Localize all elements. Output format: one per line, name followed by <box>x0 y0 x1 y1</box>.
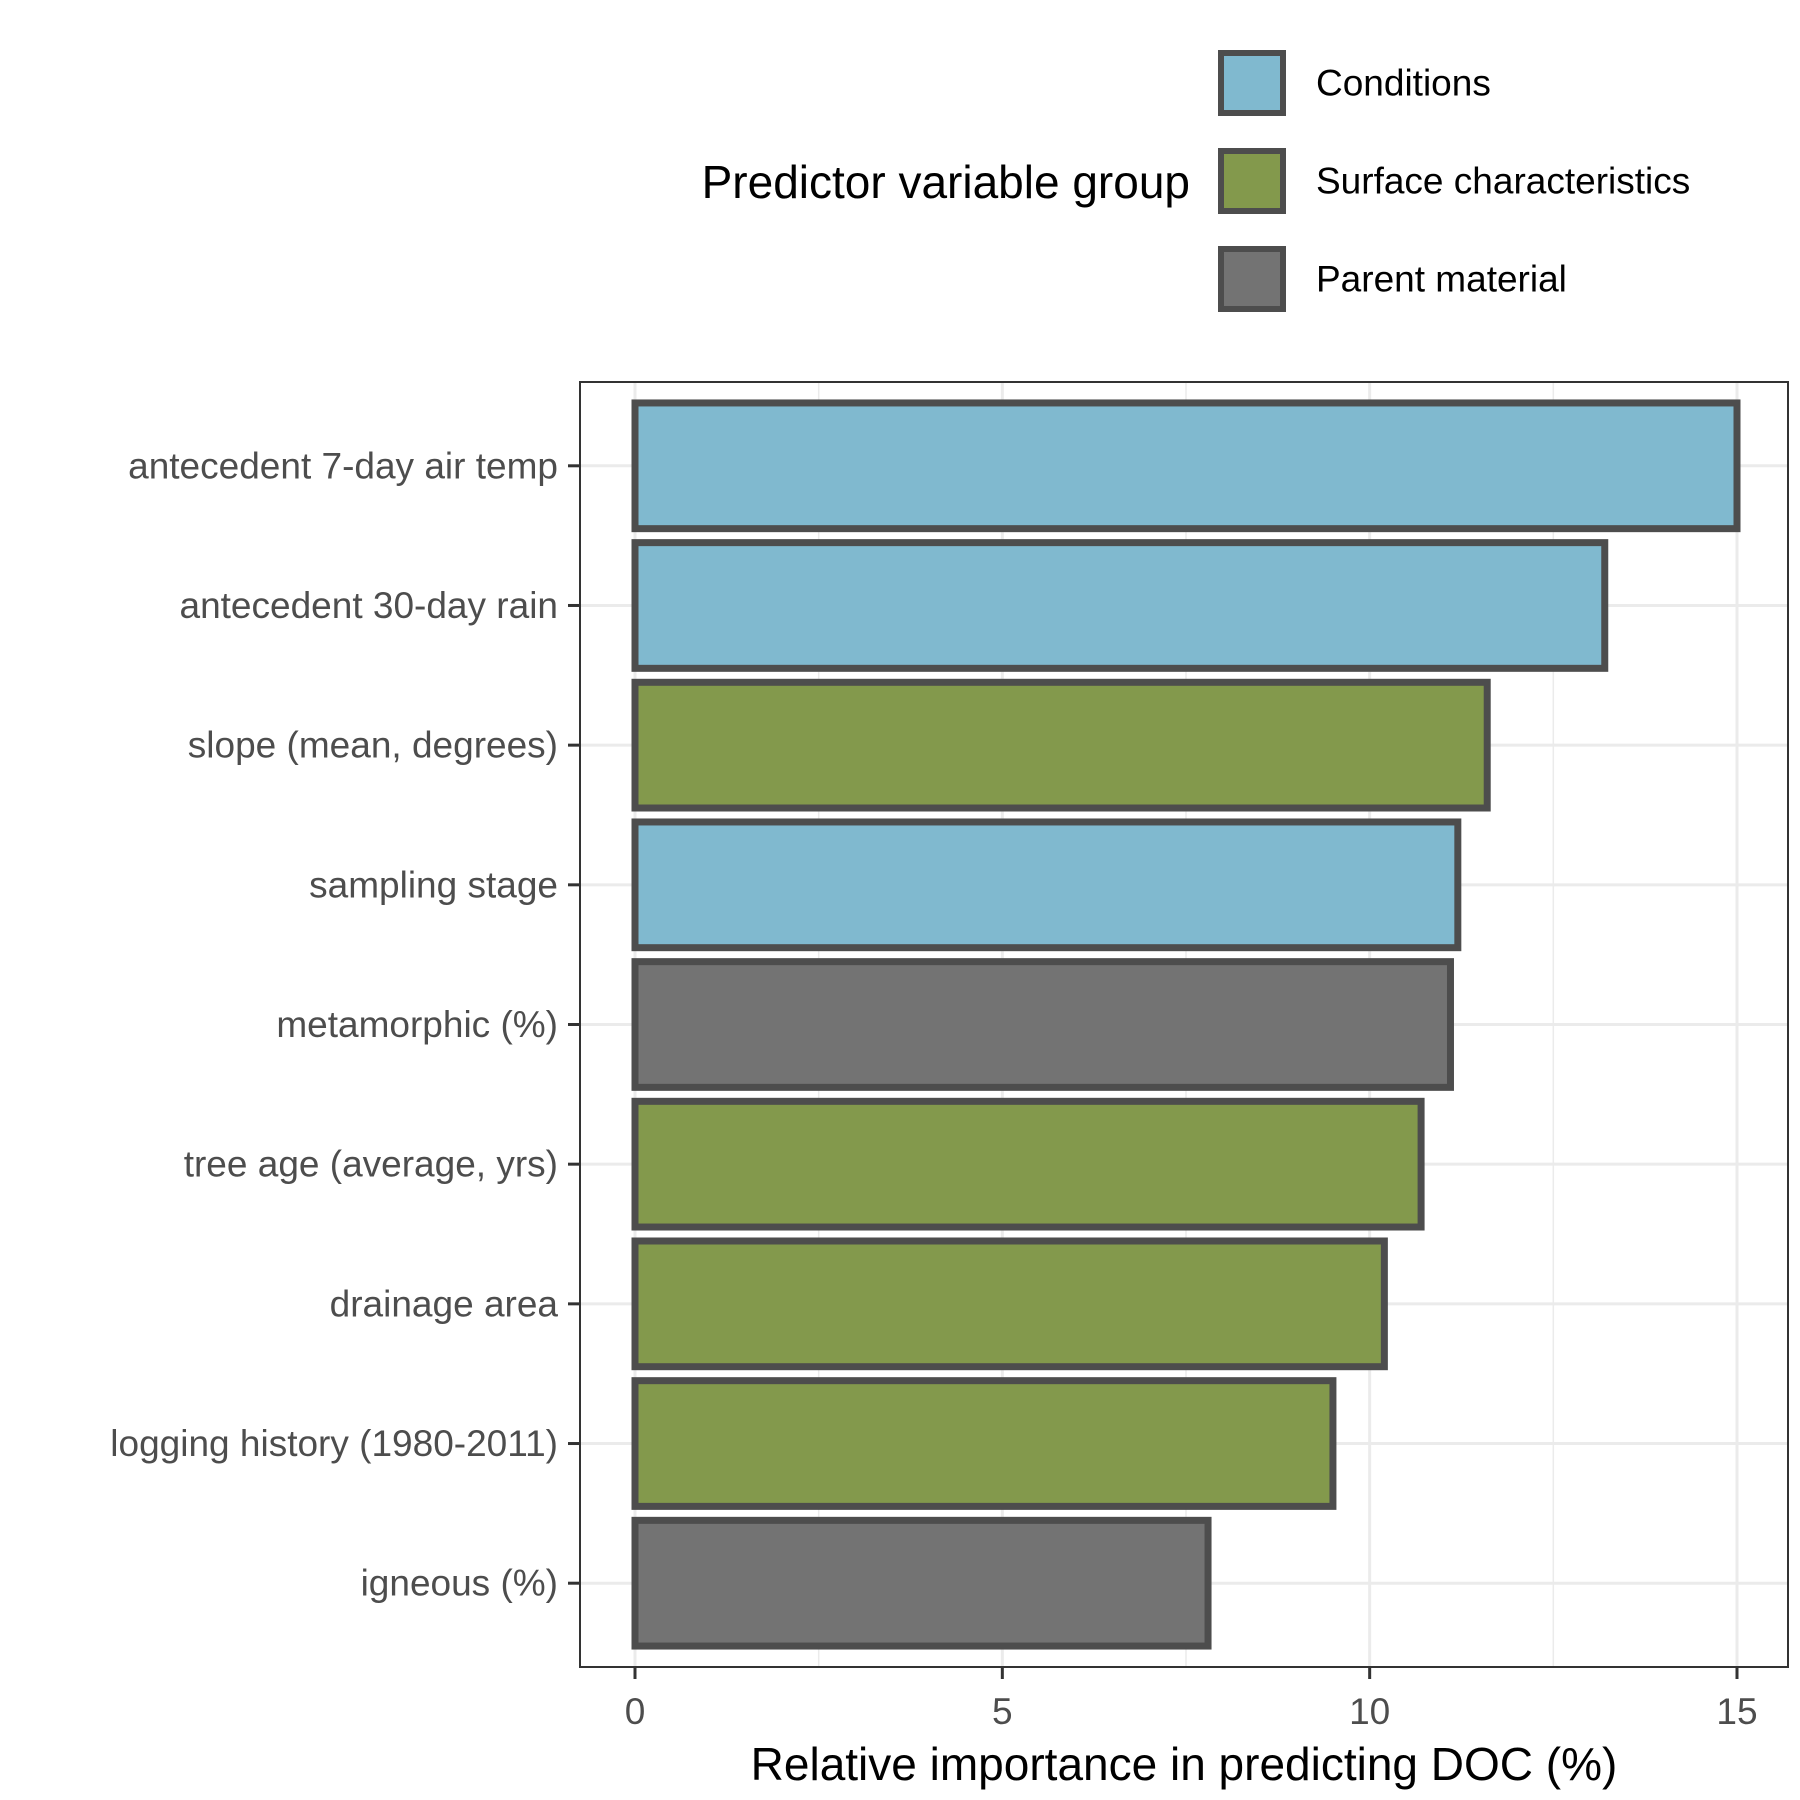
legend-label: Surface characteristics <box>1316 161 1690 202</box>
bar <box>631 818 1462 952</box>
bar <box>631 1377 1337 1510</box>
legend-title: Predictor variable group <box>702 156 1190 208</box>
legend-key <box>1218 246 1286 312</box>
bar <box>631 1237 1388 1371</box>
legend-label: Conditions <box>1316 63 1491 104</box>
legend-key <box>1218 148 1286 214</box>
y-tick-label: drainage area <box>330 1283 559 1324</box>
legend: Predictor variable group Conditions Surfa… <box>702 50 1690 312</box>
y-tick-label: tree age (average, yrs) <box>184 1144 558 1185</box>
bar <box>631 539 1609 672</box>
y-tick-label: metamorphic (%) <box>276 1004 558 1045</box>
bar <box>631 958 1454 1091</box>
legend-key <box>1218 50 1286 116</box>
y-tick-label: sampling stage <box>309 864 558 905</box>
x-tick-label: 10 <box>1349 1691 1390 1732</box>
bar <box>631 1516 1212 1650</box>
x-tick-label: 15 <box>1716 1691 1757 1732</box>
bar <box>631 678 1491 812</box>
legend-label: Parent material <box>1316 259 1567 300</box>
y-tick-label: logging history (1980-2011) <box>110 1423 558 1464</box>
y-tick-label: antecedent 30-day rain <box>180 585 559 626</box>
x-tick-label: 0 <box>625 1691 646 1732</box>
x-axis-title: Relative importance in predicting DOC (%… <box>751 1738 1618 1790</box>
bar <box>631 1097 1425 1231</box>
y-tick-label: antecedent 7-day air temp <box>128 445 558 486</box>
bar <box>631 399 1741 533</box>
y-tick-label: igneous (%) <box>361 1563 558 1604</box>
x-tick-label: 5 <box>992 1691 1013 1732</box>
y-tick-label: slope (mean, degrees) <box>188 725 558 766</box>
